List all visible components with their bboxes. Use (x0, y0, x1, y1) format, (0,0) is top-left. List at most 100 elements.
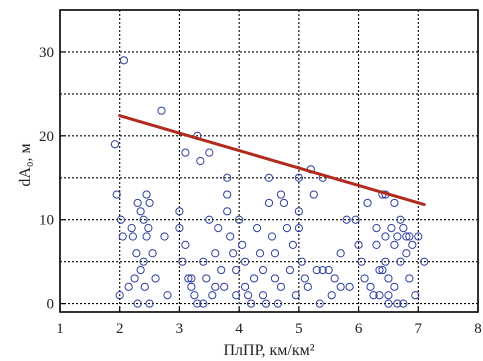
data-point (241, 257, 250, 266)
data-point (208, 291, 217, 300)
data-point (288, 240, 297, 249)
data-point (399, 299, 408, 308)
data-point (285, 265, 294, 275)
data-point (336, 249, 345, 258)
data-point (133, 198, 142, 208)
x-tick-label: 1 (56, 321, 64, 337)
data-point (420, 257, 429, 266)
trend-line-group (118, 114, 426, 207)
data-point (375, 265, 384, 275)
data-point (205, 215, 214, 224)
data-point (223, 190, 232, 199)
data-point (357, 257, 366, 266)
data-point (157, 106, 166, 115)
data-point (303, 282, 312, 291)
data-point (115, 291, 124, 300)
data-point (132, 249, 141, 258)
data-point (393, 232, 402, 241)
data-point (232, 265, 241, 275)
data-point (144, 224, 153, 233)
data-point (324, 265, 333, 275)
data-point (402, 232, 411, 241)
data-point (205, 148, 214, 157)
data-point (327, 291, 336, 300)
data-point (282, 224, 292, 233)
x-tick-label: 8 (474, 321, 482, 337)
data-point (214, 224, 223, 233)
data-points (110, 56, 429, 308)
data-point (351, 215, 360, 224)
data-point (223, 173, 232, 182)
data-point (202, 274, 211, 283)
data-point (300, 274, 309, 283)
data-point (414, 232, 423, 241)
plot-frame (59, 9, 479, 313)
data-point (384, 291, 393, 300)
y-axis-label: dA₀, м (17, 143, 34, 186)
data-point (354, 240, 363, 249)
data-point (279, 198, 289, 208)
data-point (363, 198, 372, 208)
data-point (199, 257, 208, 266)
data-point (402, 249, 411, 258)
data-point (264, 198, 274, 208)
data-point (378, 265, 387, 275)
data-point (375, 291, 384, 300)
x-tick-label: 5 (295, 321, 303, 337)
data-point (276, 282, 286, 291)
data-point (366, 282, 375, 291)
data-point (330, 274, 339, 283)
x-axis-ticks: 1 2 3 4 5 6 7 8 (56, 307, 482, 337)
data-point (390, 282, 399, 291)
data-point (148, 249, 157, 258)
data-point (241, 282, 250, 291)
data-point (196, 156, 205, 166)
data-point (396, 257, 405, 266)
data-point (223, 207, 232, 216)
data-point (181, 148, 190, 157)
data-point (193, 299, 202, 308)
data-point (369, 291, 378, 300)
data-point (360, 274, 369, 283)
data-point (252, 224, 262, 233)
x-tick-label: 4 (235, 321, 243, 337)
data-point (384, 299, 393, 308)
data-point (273, 299, 283, 308)
data-point (238, 240, 247, 249)
data-point (217, 265, 226, 275)
data-point (187, 274, 196, 283)
trend-line (118, 114, 426, 207)
data-point (381, 257, 390, 266)
y-tick-label: 20 (39, 129, 54, 145)
data-point (345, 282, 354, 291)
data-point (294, 224, 303, 233)
data-point (390, 240, 399, 249)
data-point (128, 232, 137, 241)
data-point (190, 291, 199, 300)
data-point (405, 274, 414, 283)
data-point (211, 249, 220, 258)
data-point (151, 274, 160, 283)
grid-lines (59, 9, 479, 312)
data-point (336, 282, 345, 291)
y-tick-label: 30 (39, 45, 54, 61)
data-point (294, 173, 303, 182)
data-point (178, 257, 187, 266)
data-point (309, 190, 318, 199)
data-point (181, 240, 190, 249)
data-point (145, 299, 154, 308)
data-point (291, 291, 300, 300)
data-point (116, 215, 126, 224)
data-point (139, 215, 148, 224)
data-point (246, 299, 256, 308)
x-tick-label: 2 (116, 321, 124, 337)
data-point (372, 224, 381, 233)
data-point (199, 299, 208, 308)
data-point (297, 257, 306, 266)
data-point (387, 224, 396, 233)
data-point (411, 291, 420, 300)
data-point (140, 282, 149, 291)
data-point (220, 282, 229, 291)
data-point (315, 299, 324, 308)
